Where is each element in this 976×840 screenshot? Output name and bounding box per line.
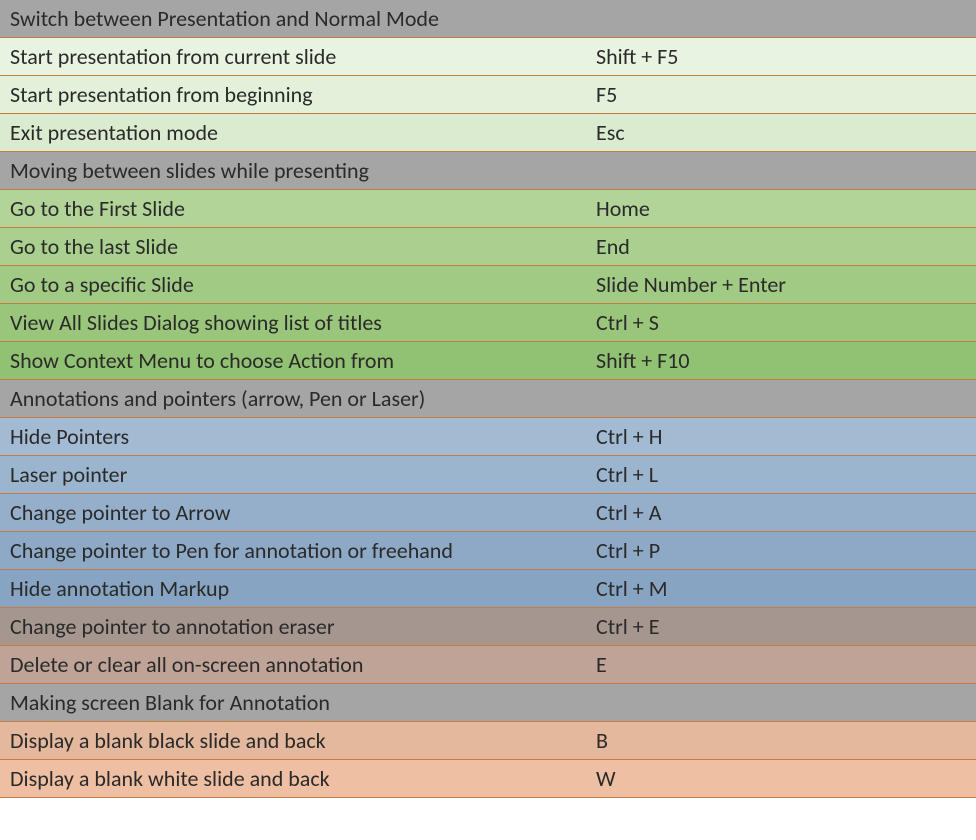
shortcut-key: Ctrl + P bbox=[586, 532, 976, 570]
section-header: Annotations and pointers (arrow, Pen or … bbox=[0, 380, 976, 418]
table-row: View All Slides Dialog showing list of t… bbox=[0, 304, 976, 342]
shortcut-key: Ctrl + L bbox=[586, 456, 976, 494]
shortcut-description: Laser pointer bbox=[0, 456, 586, 494]
table-row: Hide PointersCtrl + H bbox=[0, 418, 976, 456]
section-title: Moving between slides while presenting bbox=[0, 152, 586, 190]
shortcut-description: Change pointer to Pen for annotation or … bbox=[0, 532, 586, 570]
shortcut-key: Shift + F5 bbox=[586, 38, 976, 76]
shortcut-key: F5 bbox=[586, 76, 976, 114]
shortcut-description: View All Slides Dialog showing list of t… bbox=[0, 304, 586, 342]
table-row: Show Context Menu to choose Action fromS… bbox=[0, 342, 976, 380]
table-row: Go to a specific SlideSlide Number + Ent… bbox=[0, 266, 976, 304]
table-row: Laser pointerCtrl + L bbox=[0, 456, 976, 494]
shortcut-key: W bbox=[586, 760, 976, 798]
shortcut-key: Shift + F10 bbox=[586, 342, 976, 380]
shortcut-key: B bbox=[586, 722, 976, 760]
table-row: Change pointer to annotation eraserCtrl … bbox=[0, 608, 976, 646]
table-row: Go to the last SlideEnd bbox=[0, 228, 976, 266]
section-header-spacer bbox=[586, 0, 976, 38]
table-row: Hide annotation MarkupCtrl + M bbox=[0, 570, 976, 608]
shortcut-description: Hide Pointers bbox=[0, 418, 586, 456]
shortcut-description: Hide annotation Markup bbox=[0, 570, 586, 608]
shortcut-description: Go to the First Slide bbox=[0, 190, 586, 228]
shortcut-key: Slide Number + Enter bbox=[586, 266, 976, 304]
shortcut-description: Go to a specific Slide bbox=[0, 266, 586, 304]
shortcut-description: Display a blank white slide and back bbox=[0, 760, 586, 798]
shortcut-key: Home bbox=[586, 190, 976, 228]
shortcut-description: Delete or clear all on-screen annotation bbox=[0, 646, 586, 684]
table-row: Go to the First SlideHome bbox=[0, 190, 976, 228]
shortcut-description: Display a blank black slide and back bbox=[0, 722, 586, 760]
table-row: Exit presentation modeEsc bbox=[0, 114, 976, 152]
table-row: Display a blank white slide and backW bbox=[0, 760, 976, 798]
shortcut-key: Ctrl + A bbox=[586, 494, 976, 532]
table-row: Change pointer to ArrowCtrl + A bbox=[0, 494, 976, 532]
section-header: Switch between Presentation and Normal M… bbox=[0, 0, 976, 38]
shortcut-key: Ctrl + E bbox=[586, 608, 976, 646]
table-row: Display a blank black slide and backB bbox=[0, 722, 976, 760]
table-row: Change pointer to Pen for annotation or … bbox=[0, 532, 976, 570]
shortcut-description: Show Context Menu to choose Action from bbox=[0, 342, 586, 380]
shortcut-description: Change pointer to Arrow bbox=[0, 494, 586, 532]
shortcut-key: End bbox=[586, 228, 976, 266]
shortcut-key: Ctrl + M bbox=[586, 570, 976, 608]
section-header-spacer bbox=[586, 684, 976, 722]
shortcut-description: Exit presentation mode bbox=[0, 114, 586, 152]
shortcut-description: Change pointer to annotation eraser bbox=[0, 608, 586, 646]
shortcut-key: Ctrl + S bbox=[586, 304, 976, 342]
section-title: Switch between Presentation and Normal M… bbox=[0, 0, 586, 38]
table-row: Start presentation from beginningF5 bbox=[0, 76, 976, 114]
shortcut-description: Start presentation from current slide bbox=[0, 38, 586, 76]
section-title: Making screen Blank for Annotation bbox=[0, 684, 586, 722]
shortcut-table: Switch between Presentation and Normal M… bbox=[0, 0, 976, 798]
table-row: Delete or clear all on-screen annotation… bbox=[0, 646, 976, 684]
shortcut-description: Start presentation from beginning bbox=[0, 76, 586, 114]
table-row: Start presentation from current slideShi… bbox=[0, 38, 976, 76]
shortcut-key: Esc bbox=[586, 114, 976, 152]
section-title: Annotations and pointers (arrow, Pen or … bbox=[0, 380, 586, 418]
shortcut-description: Go to the last Slide bbox=[0, 228, 586, 266]
section-header-spacer bbox=[586, 152, 976, 190]
section-header-spacer bbox=[586, 380, 976, 418]
section-header: Making screen Blank for Annotation bbox=[0, 684, 976, 722]
shortcut-key: Ctrl + H bbox=[586, 418, 976, 456]
shortcut-key: E bbox=[586, 646, 976, 684]
section-header: Moving between slides while presenting bbox=[0, 152, 976, 190]
